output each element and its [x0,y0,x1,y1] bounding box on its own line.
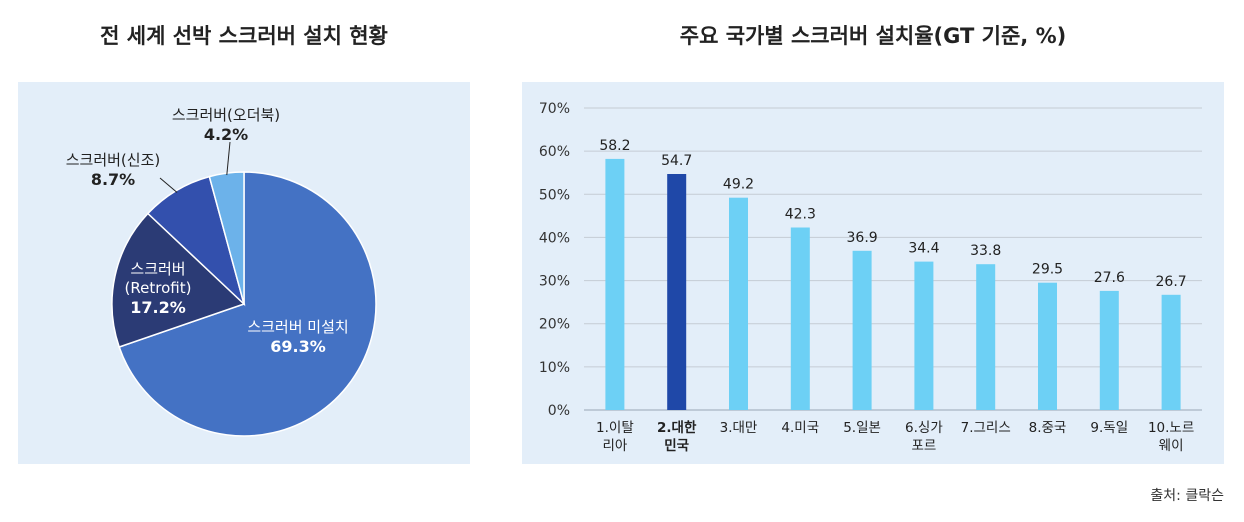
pie-slice-value: 17.2% [130,298,186,317]
y-tick-label: 70% [539,101,570,117]
leader-line [159,177,178,193]
x-tick-label: 1.이탈 [596,420,634,436]
pie-slice-label: 스크러버 [130,260,185,278]
bar-value-label: 29.5 [1032,262,1063,278]
bar [605,158,625,410]
x-tick-label: 7.그리스 [961,420,1011,436]
pie-slice [111,212,246,348]
bar [914,261,934,410]
pie-slice-label: 스크러버 미설치 [247,318,348,336]
source-note: 출처: 클락슨 [1150,488,1224,504]
pie-slice-label: 스크러버(신조) [66,151,161,169]
x-tick-label: 8.중국 [1029,420,1067,436]
y-tick-label: 20% [539,317,570,333]
x-tick-label: 리아 [602,438,627,454]
pie-chart-title: 전 세계 선박 스크러버 설치 현황 [100,24,388,48]
y-tick-label: 60% [539,144,570,160]
bar-value-label: 36.9 [847,230,878,246]
pie-slice-label: 스크러버(오더북) [172,106,280,124]
x-tick-label: 3.대만 [720,420,758,436]
bar-chart-title: 주요 국가별 스크러버 설치율(GT 기준, %) [679,24,1067,48]
bar [1161,294,1181,410]
y-tick-label: 40% [539,230,570,246]
bar [1099,290,1119,410]
x-tick-label: 9.독일 [1090,420,1128,436]
pie-slice-value: 4.2% [204,125,248,144]
x-tick-label: 민국 [664,437,689,454]
bar-value-label: 42.3 [785,207,816,223]
bar [790,227,810,410]
bar [1038,282,1057,410]
x-tick-label: 웨이 [1159,438,1184,454]
y-tick-label: 30% [539,274,570,290]
pie-slice [118,171,377,437]
pie-slice-value: 69.3% [270,337,326,356]
leader-line [226,141,231,176]
bar-value-label: 27.6 [1094,270,1125,286]
bar-value-label: 33.8 [970,243,1001,259]
y-tick-label: 50% [539,187,570,203]
bar-value-label: 54.7 [661,153,692,169]
x-tick-label: 4.미국 [781,420,819,436]
y-tick-label: 0% [548,403,570,419]
pie-slice-value: 8.7% [91,170,135,189]
bar [729,197,748,410]
x-tick-label: 포르 [911,438,936,454]
bar-value-label: 58.2 [599,138,630,154]
x-tick-label: 10.노르 [1148,420,1194,436]
x-tick-label: 2.대한 [657,420,697,436]
x-tick-label: 5.일본 [843,420,881,436]
pie-chart-panel: 스크러버 미설치 69.3% 스크러버 (Retrofit) 17.2% 스크러버(신조)… [18,82,470,464]
bar-value-label: 49.2 [723,177,754,193]
bar-value-label: 34.4 [908,241,939,257]
x-tick-label: 6.싱가 [905,420,943,436]
y-tick-label: 10% [539,360,570,376]
pie-slice-label: (Retrofit) [125,279,192,297]
bar [976,264,996,410]
bar-value-label: 26.7 [1156,274,1187,290]
bar [852,250,872,410]
bar [667,174,687,410]
